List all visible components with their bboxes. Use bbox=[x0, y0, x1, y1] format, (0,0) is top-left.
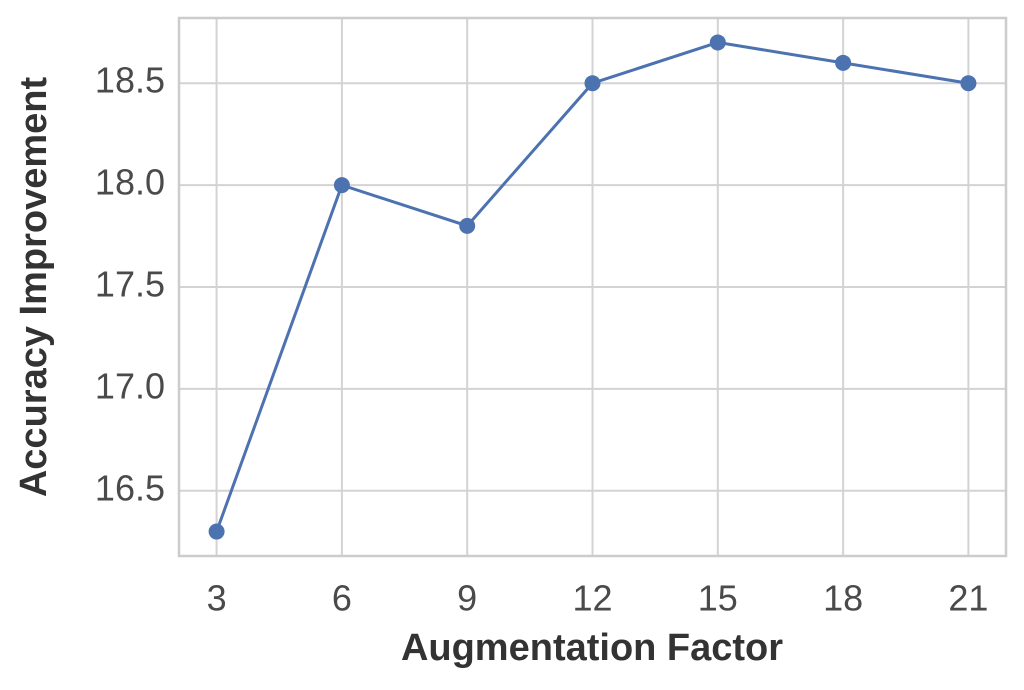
y-tick-label: 18.5 bbox=[95, 60, 165, 101]
marker bbox=[709, 34, 726, 51]
marker bbox=[960, 75, 977, 92]
marker bbox=[584, 75, 601, 92]
plot-frame bbox=[177, 16, 1008, 558]
x-tick-label: 21 bbox=[948, 578, 988, 619]
x-tick-label: 3 bbox=[207, 578, 227, 619]
marker bbox=[208, 523, 225, 540]
y-tick-label: 18.0 bbox=[95, 162, 165, 203]
marker bbox=[835, 54, 852, 71]
x-tick-label: 15 bbox=[698, 578, 738, 619]
x-axis-label: Augmentation Factor bbox=[401, 627, 783, 669]
y-axis-label: Accuracy Improvement bbox=[13, 77, 55, 498]
marker bbox=[333, 177, 350, 194]
y-tick-label: 17.5 bbox=[95, 264, 165, 305]
x-tick-label: 9 bbox=[457, 578, 477, 619]
marker bbox=[459, 217, 476, 234]
x-tick-label: 12 bbox=[572, 578, 612, 619]
x-tick-label: 6 bbox=[332, 578, 352, 619]
y-tick-label: 17.0 bbox=[95, 365, 165, 406]
x-tick-label: 18 bbox=[823, 578, 863, 619]
y-tick-label: 16.5 bbox=[95, 467, 165, 508]
